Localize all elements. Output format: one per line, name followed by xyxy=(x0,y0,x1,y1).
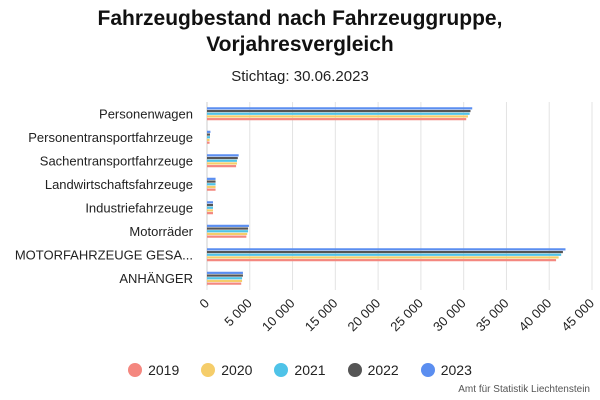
bar-2022 xyxy=(207,274,243,277)
legend-item-2022[interactable]: 2022 xyxy=(347,362,399,378)
legend-item-2020[interactable]: 2020 xyxy=(201,362,252,378)
category-label: ANHÄNGER xyxy=(119,271,193,286)
bar-2021 xyxy=(207,206,213,209)
legend-item-2023[interactable]: 2023 xyxy=(420,362,472,378)
category-label: Motorräder xyxy=(129,224,193,239)
legend-swatch xyxy=(128,363,143,377)
bar-2022 xyxy=(207,109,471,113)
bar-2020 xyxy=(207,162,237,165)
bar-2022 xyxy=(207,180,216,183)
bar-2020 xyxy=(207,279,243,283)
category-label: MOTORFAHRZEUGE GESA... xyxy=(15,247,193,262)
bar-2023 xyxy=(207,130,211,133)
chart-title-line: Vorjahresvergleich xyxy=(206,33,394,56)
legend-swatch xyxy=(347,363,362,377)
bar-2020 xyxy=(207,232,248,236)
x-tick-label: 15 000 xyxy=(302,296,341,335)
legend-swatch xyxy=(274,363,289,377)
category-label: Industriefahrzeuge xyxy=(85,200,193,215)
bar-2019 xyxy=(207,118,467,121)
bar-2023 xyxy=(207,248,566,251)
bar-2022 xyxy=(207,203,213,207)
x-tick-label: 0 xyxy=(196,296,212,312)
bar-2019 xyxy=(207,188,216,191)
bar-2023 xyxy=(207,154,239,157)
bar-2023 xyxy=(207,177,216,180)
legend-label: 2021 xyxy=(294,362,326,378)
legend-swatch xyxy=(420,363,435,377)
bar-2020 xyxy=(207,185,216,189)
x-tick-label: 20 000 xyxy=(345,296,384,335)
bar-2019 xyxy=(207,212,213,215)
bar-2021 xyxy=(207,230,249,233)
x-tick-label: 25 000 xyxy=(387,296,426,335)
legend-label: 2022 xyxy=(367,362,399,378)
legend-item-2021[interactable]: 2021 xyxy=(274,362,326,378)
chart-title-line: Fahrzeugbestand nach Fahrzeuggruppe, xyxy=(97,7,503,30)
x-tick-label: 5 000 xyxy=(221,296,255,330)
chart-subtitle: Stichtag: 30.06.2023 xyxy=(231,68,369,85)
x-tick-label: 35 000 xyxy=(473,296,512,335)
x-tick-label: 45 000 xyxy=(558,296,597,335)
legend-label: 2020 xyxy=(221,362,253,378)
x-tick-label: 30 000 xyxy=(430,296,469,335)
bar-2023 xyxy=(207,271,243,274)
bar-2023 xyxy=(207,201,213,204)
bar-2020 xyxy=(207,138,210,142)
bar-2021 xyxy=(207,277,243,280)
bar-2019 xyxy=(207,259,557,262)
category-label: Personenwagen xyxy=(99,106,193,121)
bar-2019 xyxy=(207,235,247,238)
bar-2022 xyxy=(207,250,563,254)
category-label: Personentransportfahrzeuge xyxy=(28,130,193,145)
bar-2021 xyxy=(207,183,216,186)
bar-2023 xyxy=(207,224,249,227)
bar-2020 xyxy=(207,256,559,259)
bar-2019 xyxy=(207,165,237,168)
bar-2022 xyxy=(207,156,238,160)
bar-2023 xyxy=(207,107,473,110)
x-tick-label: 10 000 xyxy=(259,296,298,335)
bar-2022 xyxy=(207,133,210,136)
bar-2020 xyxy=(207,115,468,118)
bar-2021 xyxy=(207,112,470,115)
bar-2019 xyxy=(207,141,210,144)
bar-2021 xyxy=(207,159,237,162)
legend-swatch xyxy=(201,363,216,377)
legend-label: 2019 xyxy=(148,362,180,378)
x-tick-label: 40 000 xyxy=(516,296,555,335)
chart-title: Fahrzeugbestand nach Fahrzeuggruppe, Vorj… xyxy=(0,6,600,58)
bar-2021 xyxy=(207,253,562,256)
bar-2021 xyxy=(207,136,210,139)
bar-2022 xyxy=(207,227,249,230)
legend-label: 2023 xyxy=(440,362,472,378)
legend-item-2019[interactable]: 2019 xyxy=(128,362,179,378)
category-label: Landwirtschaftsfahrzeuge xyxy=(45,177,193,192)
source-credit: Amt für Statistik Liechtenstein xyxy=(458,384,590,395)
bar-2019 xyxy=(207,282,242,285)
category-label: Sachentransportfahrzeuge xyxy=(40,153,193,168)
legend: 2019 2020 2021 2022 2023 xyxy=(0,362,600,378)
bar-2020 xyxy=(207,209,213,212)
